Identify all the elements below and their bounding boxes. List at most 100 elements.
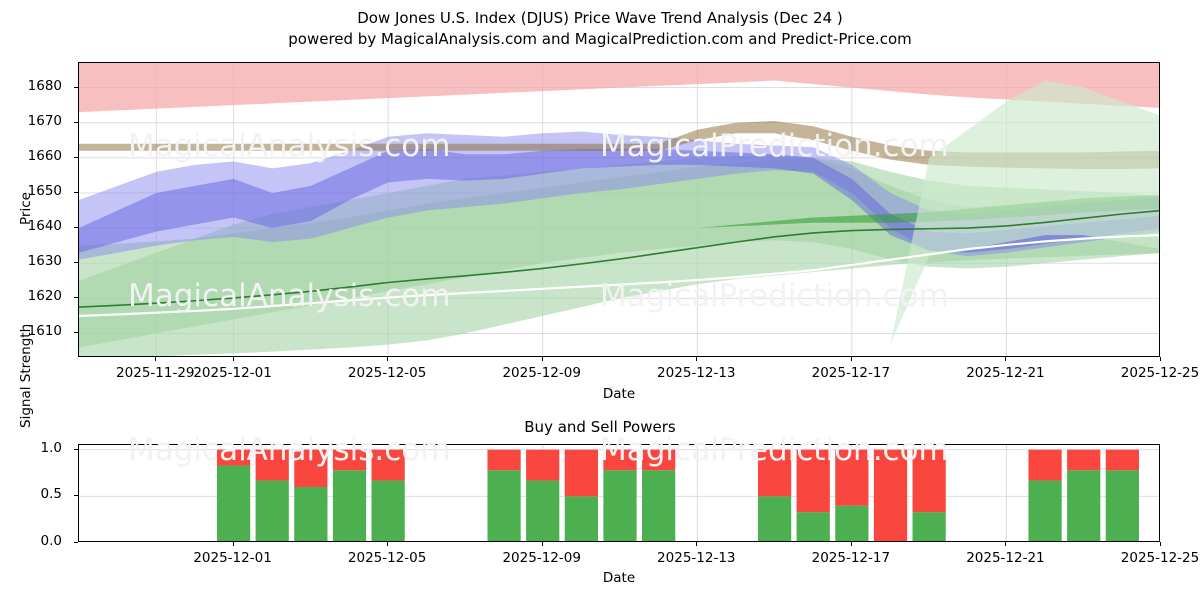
- price-x-tick-label: 2025-12-13: [657, 365, 736, 381]
- buy-power-bar[interactable]: [255, 480, 289, 542]
- price-x-tick-label: 2025-12-01: [193, 365, 272, 381]
- buy-power-bar[interactable]: [603, 470, 637, 542]
- price-y-tick: [74, 121, 78, 123]
- power-x-tick: [232, 542, 234, 546]
- power-x-tick: [850, 542, 852, 546]
- price-x-tick-label: 2025-12-25: [1120, 365, 1200, 381]
- price-y-tick: [74, 191, 78, 193]
- power-y-tick: [74, 495, 78, 497]
- power-x-tick-label: 2025-12-25: [1120, 550, 1200, 566]
- price-x-tick: [696, 357, 698, 361]
- price-y-tick: [74, 297, 78, 299]
- buy-power-bar[interactable]: [371, 480, 405, 542]
- buy-power-bar[interactable]: [1028, 480, 1062, 542]
- price-x-tick: [232, 357, 234, 361]
- power-y-tick-label: 0.0: [40, 533, 62, 549]
- power-chart-title: Buy and Sell Powers: [524, 418, 676, 436]
- price-y-tick-label: 1650: [27, 182, 62, 199]
- price-y-tick-label: 1630: [27, 253, 62, 270]
- price-x-tick: [1160, 357, 1161, 361]
- sell-power-bar[interactable]: [1067, 449, 1101, 471]
- buy-power-bar[interactable]: [294, 487, 328, 542]
- buy-power-bar[interactable]: [796, 512, 830, 542]
- wave-blue-core: [79, 149, 1159, 253]
- buy-power-bar[interactable]: [332, 470, 367, 542]
- power-x-tick: [1160, 542, 1161, 546]
- buy-power-bar[interactable]: [835, 505, 869, 542]
- sell-power-bar[interactable]: [796, 449, 830, 513]
- wave-blue-band: [79, 131, 1159, 260]
- price-y-tick-label: 1670: [27, 112, 62, 129]
- power-x-tick-label: 2025-12-01: [193, 550, 272, 566]
- price-x-axis-title: Date: [602, 386, 636, 402]
- price-x-tick: [155, 357, 157, 361]
- buy-power-bar[interactable]: [526, 480, 560, 542]
- price-y-tick-label: 1620: [27, 288, 62, 305]
- sell-power-bar[interactable]: [835, 449, 869, 506]
- sell-power-bar[interactable]: [1105, 449, 1139, 471]
- price-x-tick-label: 2025-12-09: [502, 365, 581, 381]
- sell-power-bar[interactable]: [757, 449, 792, 497]
- sell-power-bar[interactable]: [642, 449, 676, 471]
- price-wave-svg: [79, 63, 1159, 356]
- sell-power-bar[interactable]: [873, 449, 908, 542]
- buy-power-bar[interactable]: [564, 496, 598, 542]
- sell-power-bar[interactable]: [526, 449, 560, 481]
- power-y-tick-label: 1.0: [40, 439, 62, 456]
- price-x-tick: [850, 357, 852, 361]
- buy-power-bar[interactable]: [757, 496, 792, 542]
- buy-sell-powers-chart: [78, 444, 1160, 542]
- wave-brown-band: [79, 120, 1159, 170]
- price-y-tick: [74, 227, 78, 229]
- sell-power-bar[interactable]: [564, 449, 598, 497]
- price-y-tick: [74, 262, 78, 264]
- buy-power-bar[interactable]: [1067, 470, 1101, 542]
- power-x-tick: [1005, 542, 1007, 546]
- price-y-tick: [74, 86, 78, 88]
- buy-power-bar[interactable]: [912, 512, 946, 542]
- buy-power-bar[interactable]: [487, 470, 521, 542]
- power-x-tick-label: 2025-12-05: [347, 550, 427, 566]
- power-y-axis-title: Signal Strength: [18, 323, 34, 428]
- buy-sell-powers-svg: [79, 445, 1159, 542]
- power-x-axis-title: Date: [602, 570, 636, 586]
- sell-power-bar[interactable]: [294, 449, 328, 487]
- buy-power-bar[interactable]: [216, 465, 251, 542]
- buy-power-bar[interactable]: [1105, 470, 1139, 542]
- price-y-tick-label: 1610: [27, 323, 62, 340]
- sell-power-bar[interactable]: [255, 449, 289, 481]
- power-x-tick: [696, 542, 698, 546]
- power-y-tick-label: 0.5: [40, 486, 62, 503]
- wave-pale-green-top-right: [79, 80, 1159, 344]
- sell-power-bar[interactable]: [603, 449, 637, 471]
- price-y-tick-label: 1660: [27, 147, 62, 164]
- buy-power-bar[interactable]: [642, 470, 676, 542]
- price-x-tick-label: 2025-12-17: [811, 365, 891, 381]
- price-x-tick-label: 2025-12-05: [347, 365, 427, 381]
- price-x-tick: [541, 357, 543, 361]
- resistance-red-band: [79, 63, 1159, 113]
- price-x-tick: [387, 357, 389, 361]
- sell-power-bar[interactable]: [371, 449, 405, 481]
- price-y-tick-label: 1640: [27, 218, 62, 235]
- price-x-tick: [1005, 357, 1007, 361]
- sell-power-bar[interactable]: [1028, 449, 1062, 481]
- sell-power-bar[interactable]: [216, 449, 251, 466]
- power-x-tick-label: 2025-12-17: [811, 550, 891, 566]
- price-y-tick: [74, 332, 78, 334]
- price-x-tick-label: 2025-12-21: [966, 365, 1045, 381]
- power-x-tick: [387, 542, 389, 546]
- price-x-tick-label: 2025-11-29: [116, 365, 195, 381]
- price-wave-chart: [78, 62, 1160, 357]
- power-x-tick: [541, 542, 543, 546]
- sell-power-bar[interactable]: [487, 449, 521, 471]
- power-y-tick: [74, 542, 78, 543]
- sell-power-bar[interactable]: [332, 449, 367, 471]
- wave-darkgreen-band: [79, 194, 1159, 229]
- price-y-tick-label: 1680: [27, 77, 62, 94]
- sell-power-bar[interactable]: [912, 449, 946, 513]
- power-x-tick-label: 2025-12-09: [502, 550, 581, 566]
- chart-title-line1: Dow Jones U.S. Index (DJUS) Price Wave T…: [357, 9, 843, 27]
- power-x-tick-label: 2025-12-21: [966, 550, 1045, 566]
- chart-title-line2: powered by MagicalAnalysis.com and Magic…: [288, 30, 912, 48]
